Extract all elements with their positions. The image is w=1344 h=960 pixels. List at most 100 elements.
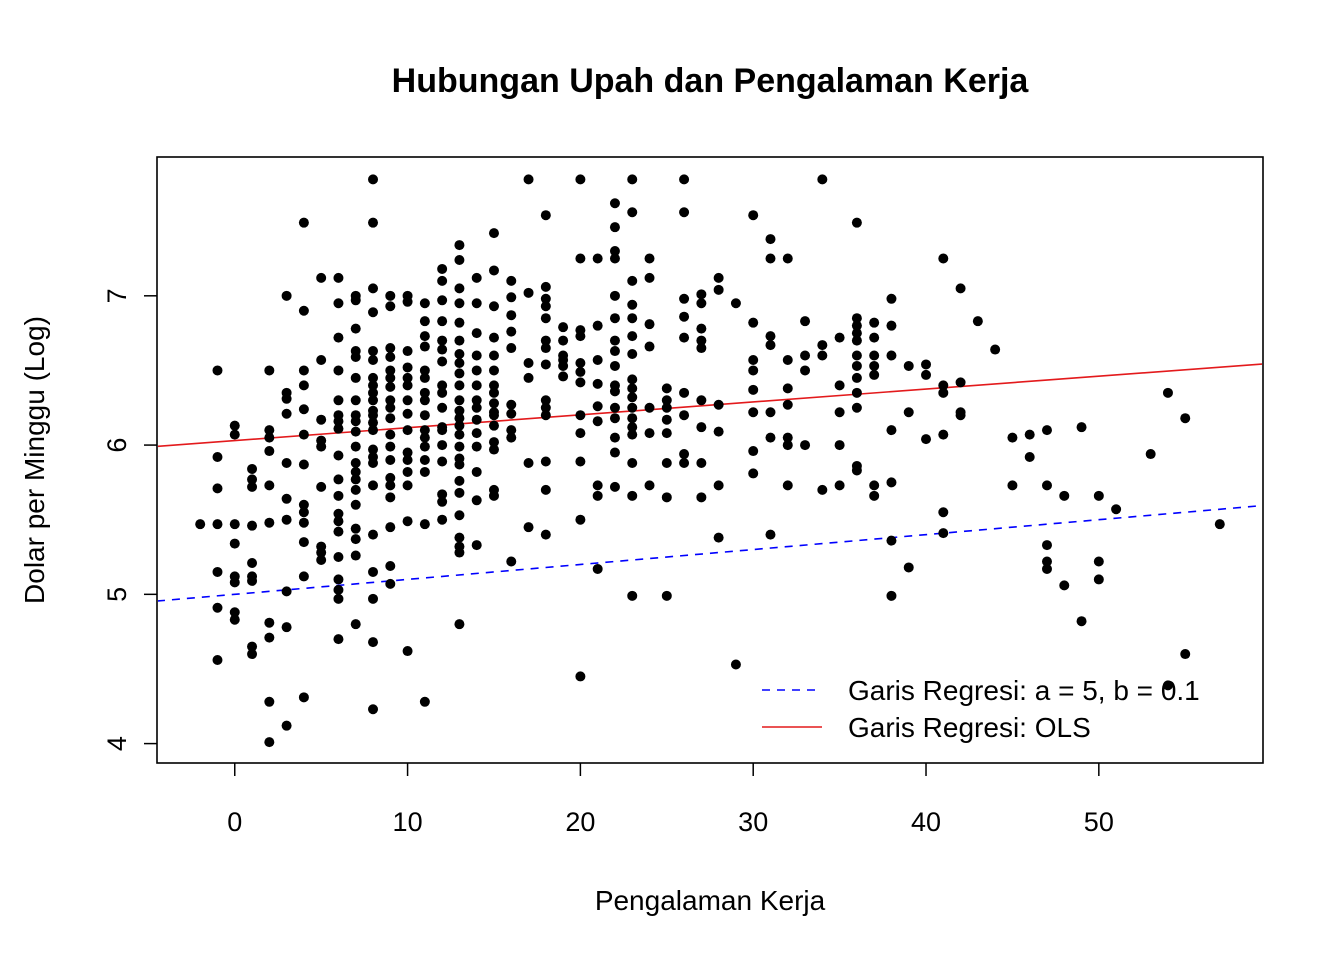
data-point: [609, 481, 620, 492]
data-point: [488, 350, 499, 361]
data-point: [437, 335, 448, 346]
data-point: [368, 457, 379, 468]
data-point: [402, 408, 413, 419]
data-point: [264, 432, 275, 443]
data-point: [592, 354, 603, 365]
data-point: [921, 359, 932, 370]
data-point: [368, 174, 379, 185]
data-point: [644, 480, 655, 491]
data-point: [471, 495, 482, 506]
data-point: [938, 253, 949, 264]
data-point: [938, 387, 949, 398]
data-point: [454, 510, 465, 521]
data-point: [627, 383, 638, 394]
data-point: [851, 387, 862, 398]
data-point: [281, 586, 292, 597]
data-point: [540, 410, 551, 421]
data-point: [212, 655, 223, 666]
data-point: [454, 420, 465, 431]
data-point: [264, 617, 275, 628]
data-point: [471, 350, 482, 361]
data-point: [679, 410, 690, 421]
data-point: [938, 528, 949, 539]
data-point: [350, 466, 361, 477]
x-axis-label: Pengalaman Kerja: [595, 885, 826, 916]
data-point: [592, 480, 603, 491]
data-point: [471, 540, 482, 551]
data-point: [921, 434, 932, 445]
data-point: [454, 475, 465, 486]
data-point: [488, 301, 499, 312]
data-point: [402, 646, 413, 657]
data-point: [679, 174, 690, 185]
data-point: [903, 562, 914, 573]
data-point: [592, 401, 603, 412]
data-point: [247, 649, 258, 660]
data-point: [385, 455, 396, 465]
data-point: [368, 417, 379, 428]
data-point: [523, 522, 534, 533]
data-point: [385, 560, 396, 571]
data-point: [264, 696, 275, 707]
data-point: [765, 529, 776, 540]
data-point: [368, 637, 379, 648]
data-point: [644, 428, 655, 439]
data-point: [333, 634, 344, 645]
data-point: [368, 307, 379, 318]
data-point: [454, 413, 465, 424]
data-point: [419, 410, 430, 421]
data-point: [298, 217, 309, 228]
data-points: [195, 174, 1225, 748]
data-point: [748, 407, 759, 418]
data-point: [333, 526, 344, 537]
data-point: [454, 317, 465, 328]
data-point: [437, 425, 448, 436]
y-tick-label: 7: [102, 288, 132, 303]
data-point: [661, 492, 672, 503]
data-point: [264, 446, 275, 457]
data-point: [834, 332, 845, 343]
data-point: [506, 425, 517, 436]
data-point: [264, 480, 275, 491]
data-point: [540, 484, 551, 495]
data-point: [782, 399, 793, 410]
data-point: [609, 313, 620, 324]
data-point: [506, 310, 517, 321]
data-point: [385, 472, 396, 483]
data-point: [540, 456, 551, 467]
data-point: [696, 395, 707, 406]
data-point: [609, 402, 620, 413]
data-point: [627, 590, 638, 601]
data-point: [627, 275, 638, 286]
data-point: [333, 516, 344, 527]
data-point: [1059, 490, 1070, 501]
legend: Garis Regresi: a = 5, b = 0.1 Garis Regre…: [762, 675, 1200, 743]
data-point: [1007, 480, 1018, 491]
data-point: [627, 429, 638, 440]
data-point: [385, 352, 396, 363]
data-point: [437, 514, 448, 525]
data-point: [247, 557, 258, 568]
data-point: [696, 343, 707, 354]
data-point: [229, 614, 240, 625]
data-point: [609, 432, 620, 443]
data-point: [990, 344, 1001, 355]
data-point: [402, 447, 413, 458]
data-point: [938, 429, 949, 440]
data-point: [298, 365, 309, 376]
data-point: [540, 335, 551, 346]
data-point: [869, 332, 880, 343]
custom-regression-line: [158, 504, 1262, 602]
data-point: [575, 514, 586, 525]
data-point: [627, 490, 638, 501]
data-point: [627, 299, 638, 310]
data-point: [212, 452, 223, 463]
data-point: [454, 487, 465, 498]
data-point: [1214, 519, 1225, 530]
data-point: [454, 283, 465, 294]
data-point: [385, 395, 396, 406]
data-point: [437, 263, 448, 274]
data-point: [540, 293, 551, 304]
data-point: [454, 240, 465, 251]
data-point: [592, 563, 603, 574]
